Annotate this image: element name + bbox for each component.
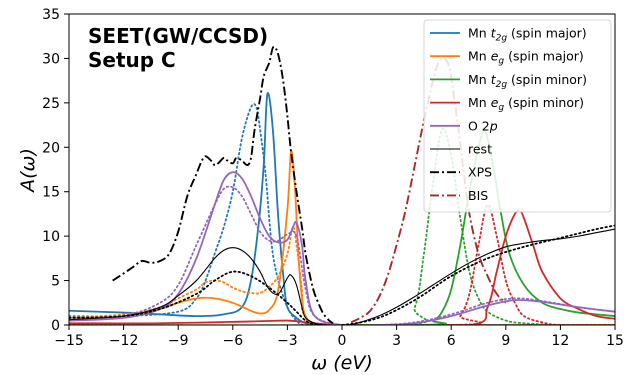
x-tick-label: −3	[277, 333, 298, 349]
y-tick-label: 15	[42, 185, 60, 201]
y-tick-label: 5	[51, 274, 60, 290]
legend-label: Mn eg (spin major)	[468, 49, 584, 67]
series-line-10-solid	[69, 228, 615, 325]
legend-label: BIS	[468, 188, 488, 203]
series-line-6-solid	[69, 209, 615, 325]
y-tick-label: 35	[42, 7, 60, 23]
y-tick-label: 0	[51, 318, 60, 334]
x-tick-label: −6	[222, 333, 243, 349]
x-tick-label: 12	[551, 333, 569, 349]
panel-title-line-1: SEET(GW/CCSD)	[88, 24, 268, 48]
series-layer	[69, 45, 615, 325]
legend-label: Mn t2g (spin minor)	[468, 72, 587, 90]
legend-label: rest	[468, 142, 492, 157]
legend-label: O 2p	[468, 118, 498, 133]
y-tick-label: 25	[42, 96, 60, 112]
y-tick-label: 30	[42, 51, 60, 67]
y-tick-label: 10	[42, 229, 60, 245]
series-line-12-dashdot	[112, 45, 334, 325]
series-line-8-solid	[69, 171, 615, 325]
panel-title-line-2: Setup C	[88, 48, 176, 72]
x-tick-label: 0	[338, 333, 347, 349]
legend-box	[423, 19, 612, 213]
plot-frame	[68, 13, 616, 326]
legend: Mn t2g (spin major) Mn eg (spin major) Mn …	[423, 19, 612, 213]
legend-label: XPS	[468, 165, 492, 180]
y-tick-label: 20	[42, 140, 60, 156]
x-tick-label: 3	[392, 333, 401, 349]
x-tick-label: −9	[168, 333, 189, 349]
series-line-11-dotted	[69, 224, 615, 325]
y-axis-title: A(ω)	[17, 148, 39, 194]
x-axis-title: ω (eV)	[311, 352, 372, 374]
legend-label: Mn eg (spin minor)	[468, 95, 584, 113]
x-tick-label: 6	[447, 333, 456, 349]
x-tick-label: −15	[54, 333, 84, 349]
x-tick-label: −12	[109, 333, 139, 349]
legend-entries: Mn t2g (spin major) Mn eg (spin major) Mn …	[430, 26, 587, 203]
x-tick-label: 15	[606, 333, 624, 349]
x-tick-label: 9	[501, 333, 510, 349]
legend-label: Mn t2g (spin major)	[468, 26, 587, 44]
ticks-layer: −15 −12 −9 −6 −3 0 3 6 9 12 15 0 5 10 15 20 25 30 35	[42, 7, 624, 349]
series-line-9-dotted	[69, 185, 615, 325]
series-line-1-dotted	[69, 103, 615, 325]
